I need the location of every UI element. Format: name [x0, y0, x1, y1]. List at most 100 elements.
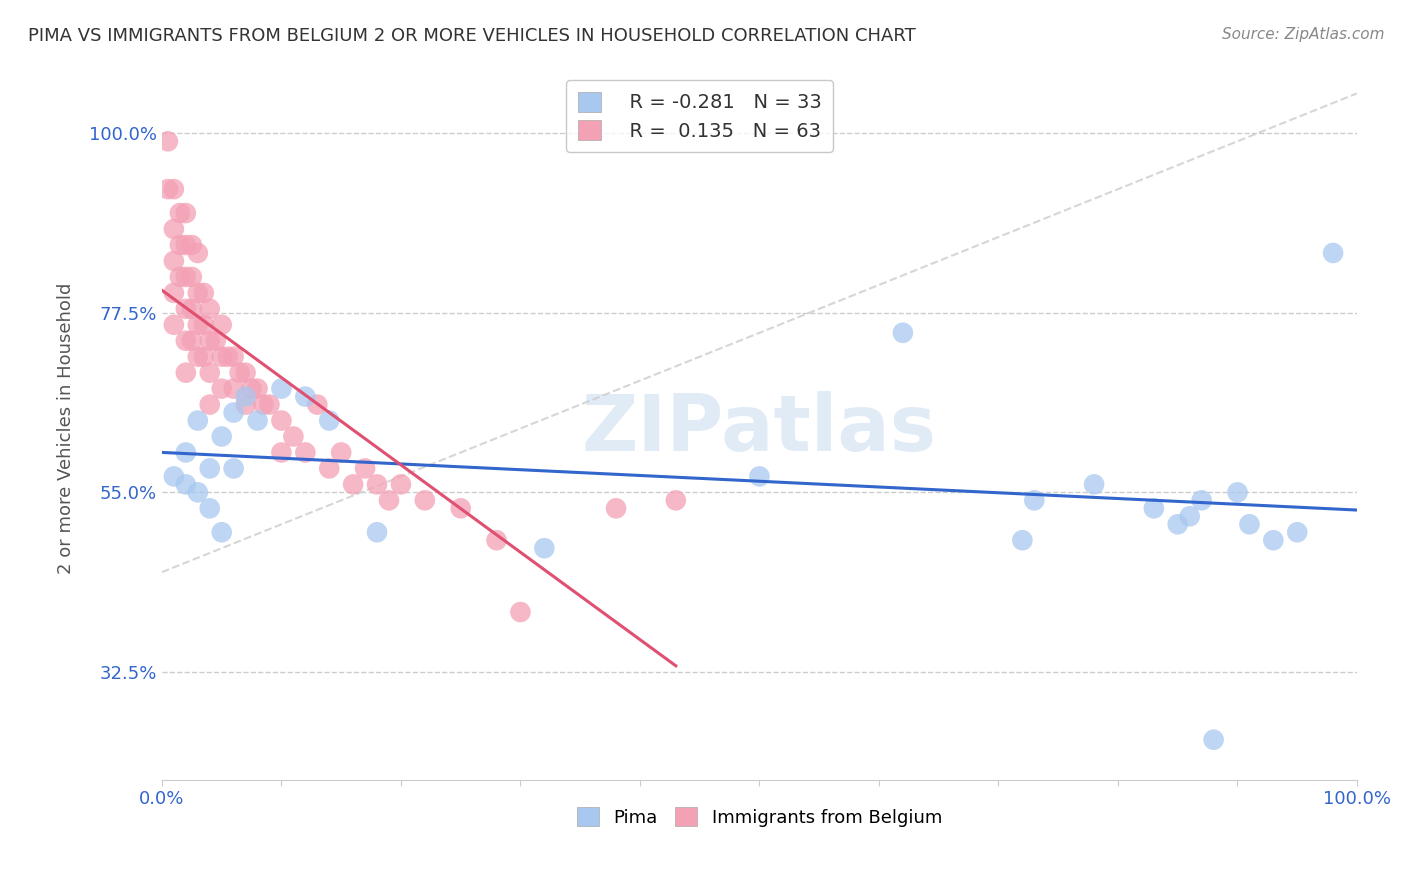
Point — [366, 477, 388, 491]
Point — [318, 461, 340, 475]
Y-axis label: 2 or more Vehicles in Household: 2 or more Vehicles in Household — [58, 283, 75, 574]
Point — [665, 493, 688, 508]
Point — [1167, 517, 1189, 532]
Point — [163, 182, 186, 196]
Point — [1286, 525, 1309, 540]
Point — [270, 382, 292, 396]
Point — [163, 285, 186, 300]
Point — [163, 222, 186, 236]
Point — [163, 254, 186, 268]
Point — [198, 366, 221, 380]
Text: ZIPatlas: ZIPatlas — [582, 391, 936, 467]
Point — [240, 382, 263, 396]
Point — [533, 541, 555, 556]
Point — [222, 406, 245, 420]
Point — [198, 334, 221, 348]
Point — [222, 350, 245, 364]
Point — [366, 525, 388, 540]
Point — [174, 334, 197, 348]
Point — [156, 134, 179, 148]
Point — [1024, 493, 1046, 508]
Point — [211, 318, 233, 332]
Point — [222, 382, 245, 396]
Point — [187, 485, 209, 500]
Point — [211, 429, 233, 443]
Point — [187, 413, 209, 427]
Point — [180, 238, 202, 252]
Point — [193, 350, 215, 364]
Point — [1191, 493, 1213, 508]
Point — [187, 350, 209, 364]
Point — [235, 398, 257, 412]
Point — [198, 501, 221, 516]
Point — [187, 285, 209, 300]
Text: PIMA VS IMMIGRANTS FROM BELGIUM 2 OR MORE VEHICLES IN HOUSEHOLD CORRELATION CHAR: PIMA VS IMMIGRANTS FROM BELGIUM 2 OR MOR… — [28, 27, 915, 45]
Point — [330, 445, 353, 459]
Point — [235, 366, 257, 380]
Point — [605, 501, 627, 516]
Point — [204, 334, 226, 348]
Point — [294, 445, 316, 459]
Point — [307, 398, 329, 412]
Point — [1202, 732, 1225, 747]
Point — [169, 206, 191, 220]
Point — [270, 445, 292, 459]
Point — [1083, 477, 1105, 491]
Point — [198, 461, 221, 475]
Point — [450, 501, 472, 516]
Text: Source: ZipAtlas.com: Source: ZipAtlas.com — [1222, 27, 1385, 42]
Point — [1263, 533, 1285, 548]
Point — [1239, 517, 1261, 532]
Point — [1178, 509, 1201, 524]
Point — [169, 269, 191, 284]
Point — [378, 493, 401, 508]
Point — [163, 318, 186, 332]
Point — [174, 477, 197, 491]
Point — [1011, 533, 1033, 548]
Point — [222, 461, 245, 475]
Point — [389, 477, 412, 491]
Point — [748, 469, 770, 483]
Point — [1322, 246, 1344, 260]
Point — [180, 334, 202, 348]
Point — [294, 390, 316, 404]
Point — [169, 238, 191, 252]
Point — [246, 413, 269, 427]
Point — [180, 269, 202, 284]
Point — [193, 285, 215, 300]
Point — [187, 318, 209, 332]
Point — [228, 366, 250, 380]
Point — [318, 413, 340, 427]
Legend: Pima, Immigrants from Belgium: Pima, Immigrants from Belgium — [569, 800, 949, 834]
Point — [163, 469, 186, 483]
Point — [211, 350, 233, 364]
Point — [198, 398, 221, 412]
Point — [174, 238, 197, 252]
Point — [259, 398, 281, 412]
Point — [174, 301, 197, 316]
Point — [235, 390, 257, 404]
Point — [156, 182, 179, 196]
Point — [198, 301, 221, 316]
Point — [485, 533, 508, 548]
Point — [413, 493, 436, 508]
Point — [1143, 501, 1166, 516]
Point — [180, 301, 202, 316]
Point — [217, 350, 239, 364]
Point — [509, 605, 531, 619]
Point — [252, 398, 274, 412]
Point — [270, 413, 292, 427]
Point — [354, 461, 377, 475]
Point — [193, 318, 215, 332]
Point — [187, 246, 209, 260]
Point — [283, 429, 305, 443]
Point — [174, 269, 197, 284]
Point — [246, 382, 269, 396]
Point — [211, 525, 233, 540]
Point — [211, 382, 233, 396]
Point — [891, 326, 914, 340]
Point — [174, 445, 197, 459]
Point — [174, 366, 197, 380]
Point — [1226, 485, 1249, 500]
Point — [174, 206, 197, 220]
